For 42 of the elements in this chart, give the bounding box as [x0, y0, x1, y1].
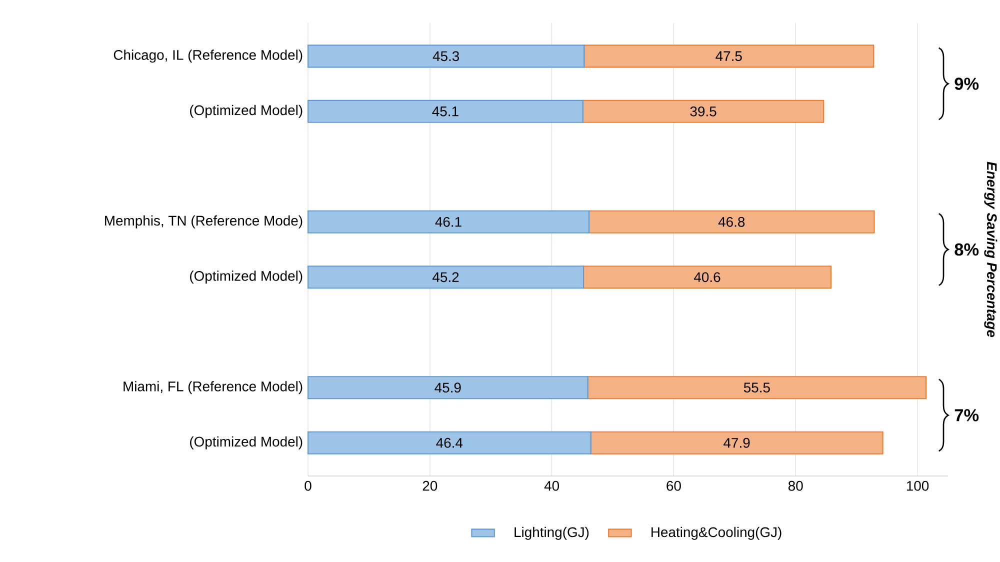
y-tick-label: (Optimized Model)	[190, 436, 302, 450]
data-label: 45.3	[432, 51, 460, 62]
data-label: 46.8	[718, 216, 745, 227]
bar	[307, 266, 584, 289]
bar	[582, 266, 832, 289]
y-tick-label: Memphis, TN (Reference Mode)	[105, 215, 302, 228]
bar	[588, 210, 875, 234]
x-tick-label: 60	[666, 480, 681, 491]
data-label: 46.4	[436, 438, 463, 448]
text: 8%	[954, 243, 979, 256]
bar	[584, 44, 874, 68]
y-tick-label: Chicago, IL (Reference Model)	[114, 50, 302, 63]
data-label: 47.9	[724, 438, 750, 448]
x-tick-label: 0	[304, 480, 312, 491]
bar	[307, 376, 588, 400]
y2-axis-title: Energy Saving Percentage	[984, 162, 998, 338]
data-label: 40.6	[694, 272, 720, 282]
data-label: 45.1	[432, 106, 458, 116]
bar	[582, 100, 824, 123]
data-label: 47.5	[716, 51, 742, 62]
data-label: 46.1	[435, 216, 462, 227]
x-tick-label: 20	[422, 480, 438, 491]
data-label: 39.5	[690, 106, 716, 116]
bar	[590, 431, 884, 454]
x-tick-label: 40	[544, 480, 560, 491]
bar	[307, 100, 584, 123]
data-label: 55.5	[744, 382, 770, 392]
data-label: 45.2	[432, 272, 459, 282]
text: 9%	[954, 78, 979, 90]
data-label: 45.9	[434, 382, 461, 393]
bar	[587, 376, 927, 400]
y-tick-label: (Optimized Model)	[190, 104, 302, 118]
bar	[307, 210, 590, 234]
x-tick-label: 80	[788, 480, 803, 491]
bar	[307, 431, 592, 454]
text: 7%	[954, 409, 979, 422]
legend-label: Heating&Cooling(GJ)	[652, 526, 782, 540]
x-tick-label: 100	[906, 480, 929, 491]
legend-label: Lighting(GJ)	[514, 526, 589, 540]
y-tick-label: (Optimized Model)	[190, 270, 302, 284]
bar	[307, 44, 585, 68]
y-tick-label: Miami, FL (Reference Model)	[124, 381, 302, 394]
